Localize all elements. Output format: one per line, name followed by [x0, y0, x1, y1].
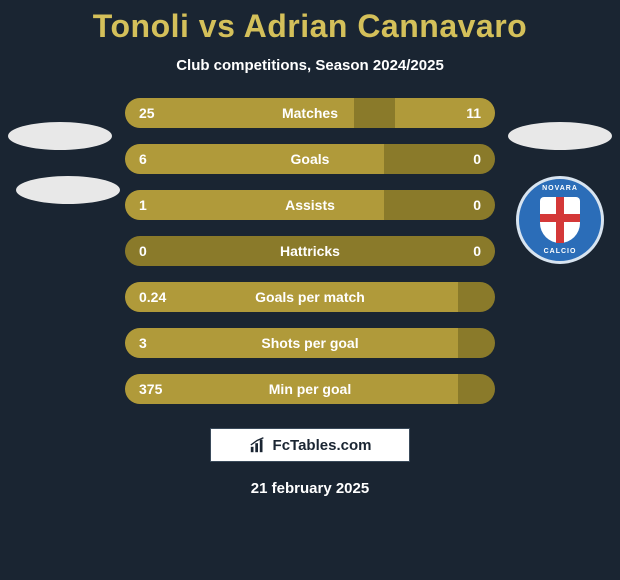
badge-shield	[536, 192, 584, 248]
stat-value-right: 0	[415, 151, 495, 167]
subtitle: Club competitions, Season 2024/2025	[0, 57, 620, 74]
club-badge-right: NOVARA CALCIO	[516, 176, 604, 264]
stat-row: 25Matches11	[125, 98, 495, 128]
date-label: 21 february 2025	[0, 480, 620, 497]
stat-label: Hattricks	[205, 243, 415, 259]
stat-label: Goals	[205, 151, 415, 167]
team-logo-left-2	[16, 176, 120, 204]
stat-value-right: 11	[415, 105, 495, 121]
stat-value-left: 25	[125, 105, 205, 121]
brand-name: FcTables.com	[273, 437, 372, 454]
stat-label: Goals per match	[205, 289, 415, 305]
page-title: Tonoli vs Adrian Cannavaro	[0, 8, 620, 45]
stat-row: 375Min per goal	[125, 374, 495, 404]
team-logo-left-1	[8, 122, 112, 150]
stat-label: Assists	[205, 197, 415, 213]
badge-text-bottom: CALCIO	[519, 248, 601, 255]
stat-value-right: 0	[415, 243, 495, 259]
team-logo-right-1	[508, 122, 612, 150]
stat-row: 3Shots per goal	[125, 328, 495, 358]
stat-value-left: 1	[125, 197, 205, 213]
stat-row: 0.24Goals per match	[125, 282, 495, 312]
stat-label: Shots per goal	[205, 335, 415, 351]
brand-badge[interactable]: FcTables.com	[210, 428, 410, 462]
stat-value-left: 3	[125, 335, 205, 351]
stat-label: Matches	[205, 105, 415, 121]
stat-value-right: 0	[415, 197, 495, 213]
stat-value-left: 375	[125, 381, 205, 397]
chart-icon	[249, 436, 267, 454]
stat-row: 6Goals0	[125, 144, 495, 174]
badge-text-top: NOVARA	[519, 185, 601, 192]
stat-value-left: 0	[125, 243, 205, 259]
stat-label: Min per goal	[205, 381, 415, 397]
stat-value-left: 6	[125, 151, 205, 167]
stat-value-left: 0.24	[125, 289, 205, 305]
stat-row: 1Assists0	[125, 190, 495, 220]
comparison-card: Tonoli vs Adrian Cannavaro Club competit…	[0, 0, 620, 580]
stat-row: 0Hattricks0	[125, 236, 495, 266]
